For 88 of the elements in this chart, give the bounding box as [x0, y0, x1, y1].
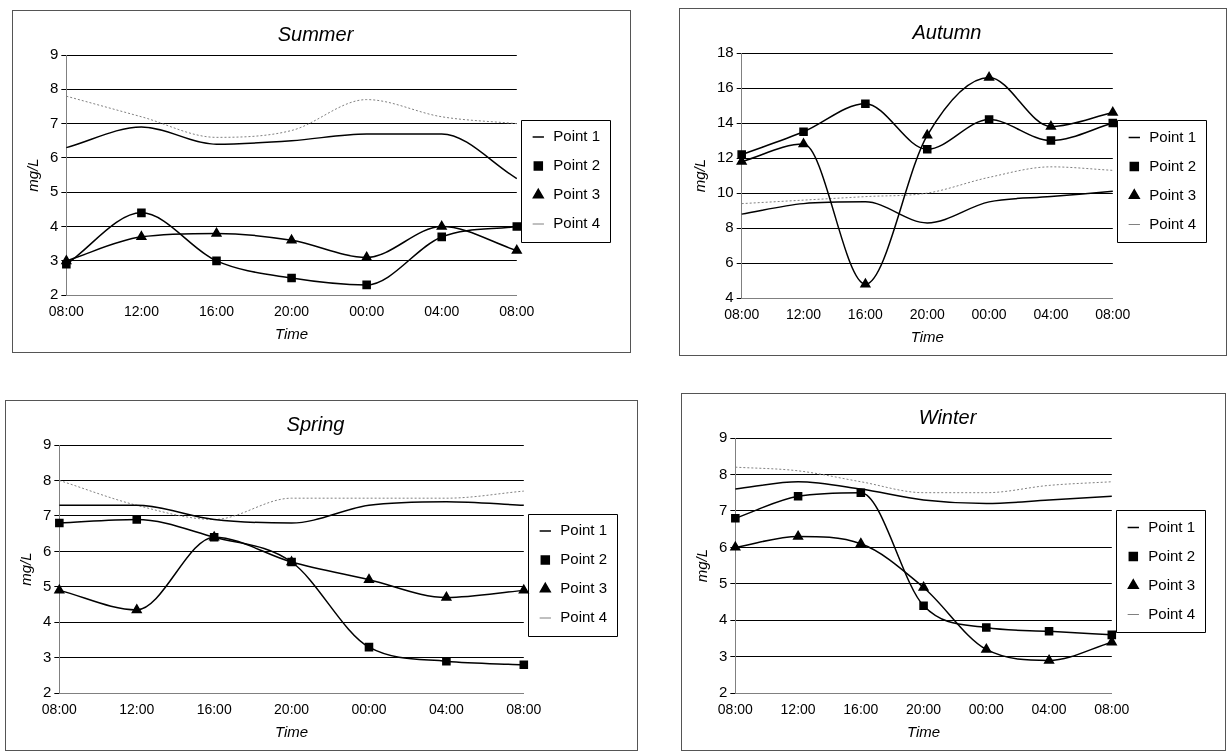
legend-label: Point 1	[1149, 127, 1196, 145]
y-tick-label: 6	[50, 148, 59, 166]
x-tick-label: 08:00	[499, 303, 535, 320]
x-tick-label: 08:00	[717, 701, 754, 718]
x-tick-label: 20:00	[274, 701, 310, 718]
legend-label: Point 4	[560, 608, 607, 626]
legend-label: Point 2	[1148, 546, 1195, 564]
y-tick-label: 18	[717, 43, 734, 61]
y-axis-title: mg/L	[693, 548, 711, 583]
y-tick-label: 9	[50, 45, 59, 63]
x-axis-title: Time	[910, 328, 944, 346]
y-tick-label: 2	[50, 285, 59, 303]
legend-label: Point 3	[560, 579, 607, 597]
y-tick-label: 2	[43, 683, 52, 701]
y-tick-label: 8	[719, 464, 728, 482]
y-axis-title: mg/L	[24, 158, 42, 192]
legend-label: Point 1	[560, 521, 607, 539]
legend-label: Point 2	[560, 550, 607, 568]
x-tick-label: 12:00	[786, 306, 822, 323]
x-tick-label: 16:00	[843, 701, 879, 718]
y-tick-label: 5	[719, 573, 728, 591]
y-tick-label: 9	[43, 435, 52, 453]
x-tick-label: 12:00	[119, 701, 155, 718]
y-tick-label: 6	[43, 541, 52, 559]
x-tick-label: 20:00	[274, 303, 310, 320]
x-tick-label: 08:00	[724, 306, 760, 323]
x-tick-label: 20:00	[909, 306, 945, 323]
legend-label: Point 2	[553, 156, 600, 174]
y-tick-label: 4	[725, 288, 734, 306]
x-tick-label: 08:00	[1095, 306, 1131, 323]
y-tick-label: 4	[719, 610, 728, 628]
y-tick-label: 7	[50, 113, 59, 131]
chart-title: Spring	[286, 412, 345, 435]
y-tick-label: 16	[717, 78, 734, 96]
x-tick-label: 04:00	[424, 303, 460, 320]
y-tick-label: 8	[43, 470, 52, 488]
y-tick-label: 5	[50, 182, 59, 200]
legend-label: Point 2	[1149, 156, 1196, 174]
chart-title: Autumn	[911, 20, 982, 43]
y-tick-label: 6	[725, 253, 734, 271]
legend-label: Point 1	[1148, 517, 1195, 535]
y-tick-label: 7	[719, 501, 728, 519]
x-tick-label: 20:00	[906, 701, 942, 718]
y-tick-label: 12	[717, 148, 734, 166]
x-tick-label: 04:00	[428, 701, 465, 718]
x-tick-label: 08:00	[506, 701, 542, 718]
chart-title: Winter	[918, 405, 978, 428]
y-tick-label: 5	[43, 576, 52, 594]
x-tick-label: 16:00	[198, 303, 235, 320]
y-axis-title: mg/L	[17, 552, 35, 586]
y-axis-title: mg/L	[691, 158, 709, 193]
y-tick-label: 3	[50, 251, 59, 269]
legend-label: Point 4	[1149, 214, 1196, 232]
y-tick-label: 14	[717, 113, 734, 131]
x-axis-title: Time	[906, 723, 941, 741]
x-axis-title: Time	[274, 325, 309, 343]
legend-label: Point 4	[553, 214, 600, 232]
y-tick-label: 4	[43, 612, 52, 630]
y-tick-label: 2	[719, 683, 728, 701]
y-tick-label: 8	[50, 79, 59, 97]
x-tick-label: 16:00	[847, 306, 884, 323]
x-tick-label: 12:00	[123, 303, 160, 320]
legend-label: Point 3	[1149, 185, 1196, 203]
x-axis-title: Time	[274, 723, 309, 741]
y-tick-label: 7	[43, 506, 52, 524]
legend-label: Point 1	[553, 127, 600, 145]
x-tick-label: 00:00	[351, 701, 387, 718]
x-tick-label: 12:00	[780, 701, 816, 718]
y-tick-label: 6	[719, 537, 728, 555]
legend-label: Point 4	[1148, 604, 1195, 622]
x-tick-label: 04:00	[1031, 701, 1067, 718]
x-tick-label: 00:00	[971, 306, 1007, 323]
x-tick-label: 08:00	[48, 303, 85, 320]
chart-title: Summer	[277, 22, 355, 45]
x-tick-label: 16:00	[196, 701, 232, 718]
x-tick-label: 00:00	[968, 701, 1005, 718]
x-tick-label: 08:00	[1094, 701, 1130, 718]
y-tick-label: 9	[719, 428, 728, 446]
x-tick-label: 00:00	[349, 303, 385, 320]
y-tick-label: 10	[717, 183, 734, 201]
legend-label: Point 3	[1148, 575, 1195, 593]
y-tick-label: 8	[725, 218, 734, 236]
y-tick-label: 3	[43, 647, 52, 665]
x-tick-label: 08:00	[41, 701, 78, 718]
x-tick-label: 04:00	[1033, 306, 1069, 323]
y-tick-label: 4	[50, 216, 59, 234]
y-tick-label: 3	[719, 646, 728, 664]
legend-label: Point 3	[553, 185, 600, 203]
